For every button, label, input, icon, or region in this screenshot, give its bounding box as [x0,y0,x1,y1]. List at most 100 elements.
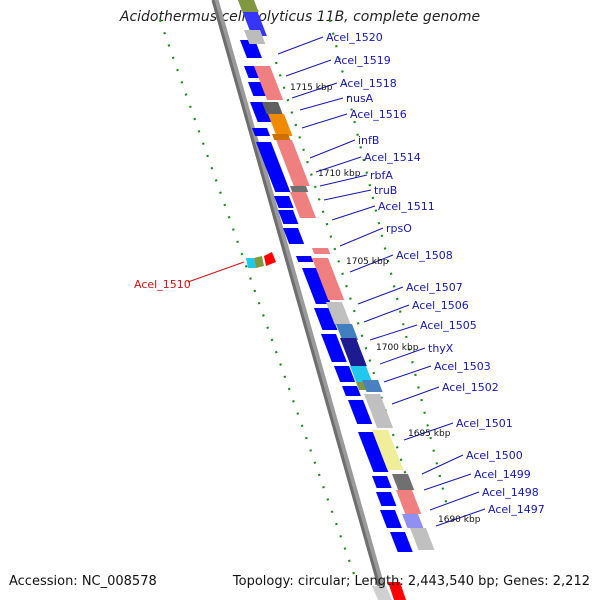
feature-block [350,366,373,384]
cds-arrow [376,492,397,506]
topology-text: Topology: circular; Length: 2,443,540 bp… [232,574,590,589]
cds-arrow [252,128,271,136]
gene-label: nusA [346,92,374,105]
leader-line [349,254,394,273]
leader-line [369,324,418,341]
cds-arrow [256,142,291,192]
gene-labels-layer: Acel_1520 Acel_1519 Acel_1518 nusA Acel_1516… [134,31,545,516]
gene-label: Acel_1520 [326,31,383,44]
gene-label: Acel_1508 [396,249,453,262]
gene-label: rpsO [386,222,412,235]
cds-arrow [283,228,305,244]
tick-dots-layer [158,19,450,581]
leader-line [315,156,362,173]
feature-block [238,0,259,12]
cds-arrow [358,432,389,472]
gene-label: Acel_1507 [406,281,463,294]
feature-block [372,430,404,470]
colored-blocks-layer [238,0,435,600]
feature-block [264,252,276,266]
leader-line [285,59,332,77]
leader-line [383,365,432,383]
leader-line [319,174,368,187]
feature-block [312,258,345,300]
gene-label: Acel_1500 [466,449,523,462]
feature-block [336,324,359,340]
gene-label: Acel_1501 [456,417,513,430]
gene-label: Acel_1506 [412,299,469,312]
gene-label: Acel_1505 [420,319,477,332]
cds-arrow [348,400,373,424]
tick-label: 1710 kbp [318,169,361,179]
feature-block [268,114,293,136]
gene-label: Acel_1503 [434,360,491,373]
leader-line [291,82,338,99]
cds-arrow [240,40,262,58]
feature-block [244,30,266,44]
feature-block [402,514,424,528]
feature-block [362,380,383,392]
feature-block [392,474,415,490]
leader-line [423,473,472,491]
cds-arrow [380,510,402,528]
cds-arrow [321,334,347,362]
feature-block [290,192,317,218]
leader-line [435,508,486,527]
feature-block [364,394,394,428]
leader-line [301,113,348,129]
tick-label: 1700 kbp [376,343,419,353]
gene-label: Acel_1498 [482,486,539,499]
cds-arrow [274,196,294,208]
leader-line [379,347,426,365]
feature-block [290,186,309,192]
feature-block [372,586,392,600]
tick-label: 1715 kbp [290,83,333,93]
cds-arrow [302,268,331,304]
gene-label: Acel_1511 [378,200,435,213]
feature-block [410,528,435,550]
leader-line [299,97,344,111]
leader-line [357,286,404,305]
gene-label: Acel_1516 [350,108,407,121]
gene-label: rbfA [370,169,393,182]
feature-block [254,256,264,268]
feature-block [326,302,351,324]
cds-arrow [372,476,392,488]
leader-line [331,205,376,221]
gene-label: thyX [428,342,454,355]
gene-label: Acel_1502 [442,381,499,394]
leader-line [277,36,324,55]
gene-label: truB [374,184,397,197]
backbone-layer [211,0,389,600]
feature-block [262,102,283,114]
cds-arrow [334,366,356,382]
leader-line [429,491,480,511]
leader-line [309,139,356,159]
cds-arrow [296,256,314,262]
accession-text: Accession: NC_008578 [9,574,157,589]
leader-line [339,227,384,247]
gene-label: Acel_1519 [334,54,391,67]
leader-lines-layer [187,36,486,527]
cds-arrow [278,210,299,224]
map-title: Acidothermus cellulolyticus 11B, complet… [119,9,481,25]
tick-dot-ring [158,19,358,581]
cds-arrow [250,102,273,122]
feature-block [340,338,367,366]
highlight-gene-label: Acel_1510 [134,278,191,291]
tick-label: 1690 kbp [438,515,481,525]
feature-block [246,258,256,268]
cds-arrow [342,386,361,396]
leader-line [391,386,440,405]
feature-block [388,582,406,600]
leader-line [363,304,410,323]
leader-line [323,189,372,201]
gene-label: Acel_1514 [364,151,421,164]
backbone-line [211,0,385,600]
feature-block [276,140,310,186]
cds-arrow [390,532,413,552]
feature-block [312,248,331,254]
gene-label: infB [358,134,379,147]
gene-label: Acel_1518 [340,77,397,90]
cds-arrow [314,308,338,330]
